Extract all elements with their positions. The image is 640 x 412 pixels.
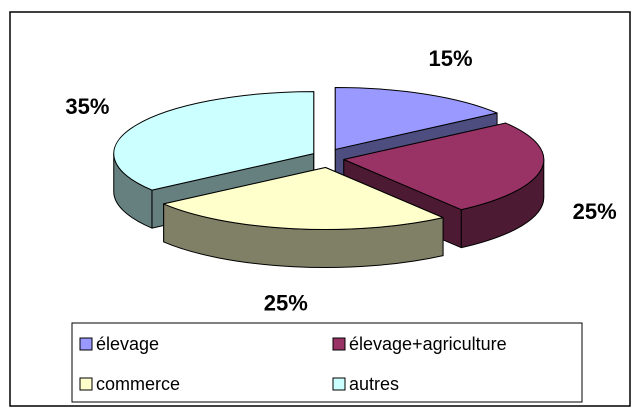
legend-label: élevage+agriculture <box>349 334 507 354</box>
slice <box>163 166 444 230</box>
legend-swatch <box>79 377 93 391</box>
legend-label: élevage <box>96 334 159 354</box>
legend-label: autres <box>349 374 399 394</box>
legend-label: commerce <box>96 374 180 394</box>
data-label: 35% <box>65 94 109 119</box>
data-label: 15% <box>429 46 473 71</box>
legend-box <box>71 322 583 403</box>
data-label: 25% <box>573 199 617 224</box>
legend-swatch <box>332 337 346 351</box>
slice <box>113 91 315 191</box>
data-label: 25% <box>264 290 308 315</box>
legend-swatch <box>332 377 346 391</box>
slice <box>334 86 498 150</box>
legend-swatch <box>79 337 93 351</box>
slice <box>343 122 545 211</box>
